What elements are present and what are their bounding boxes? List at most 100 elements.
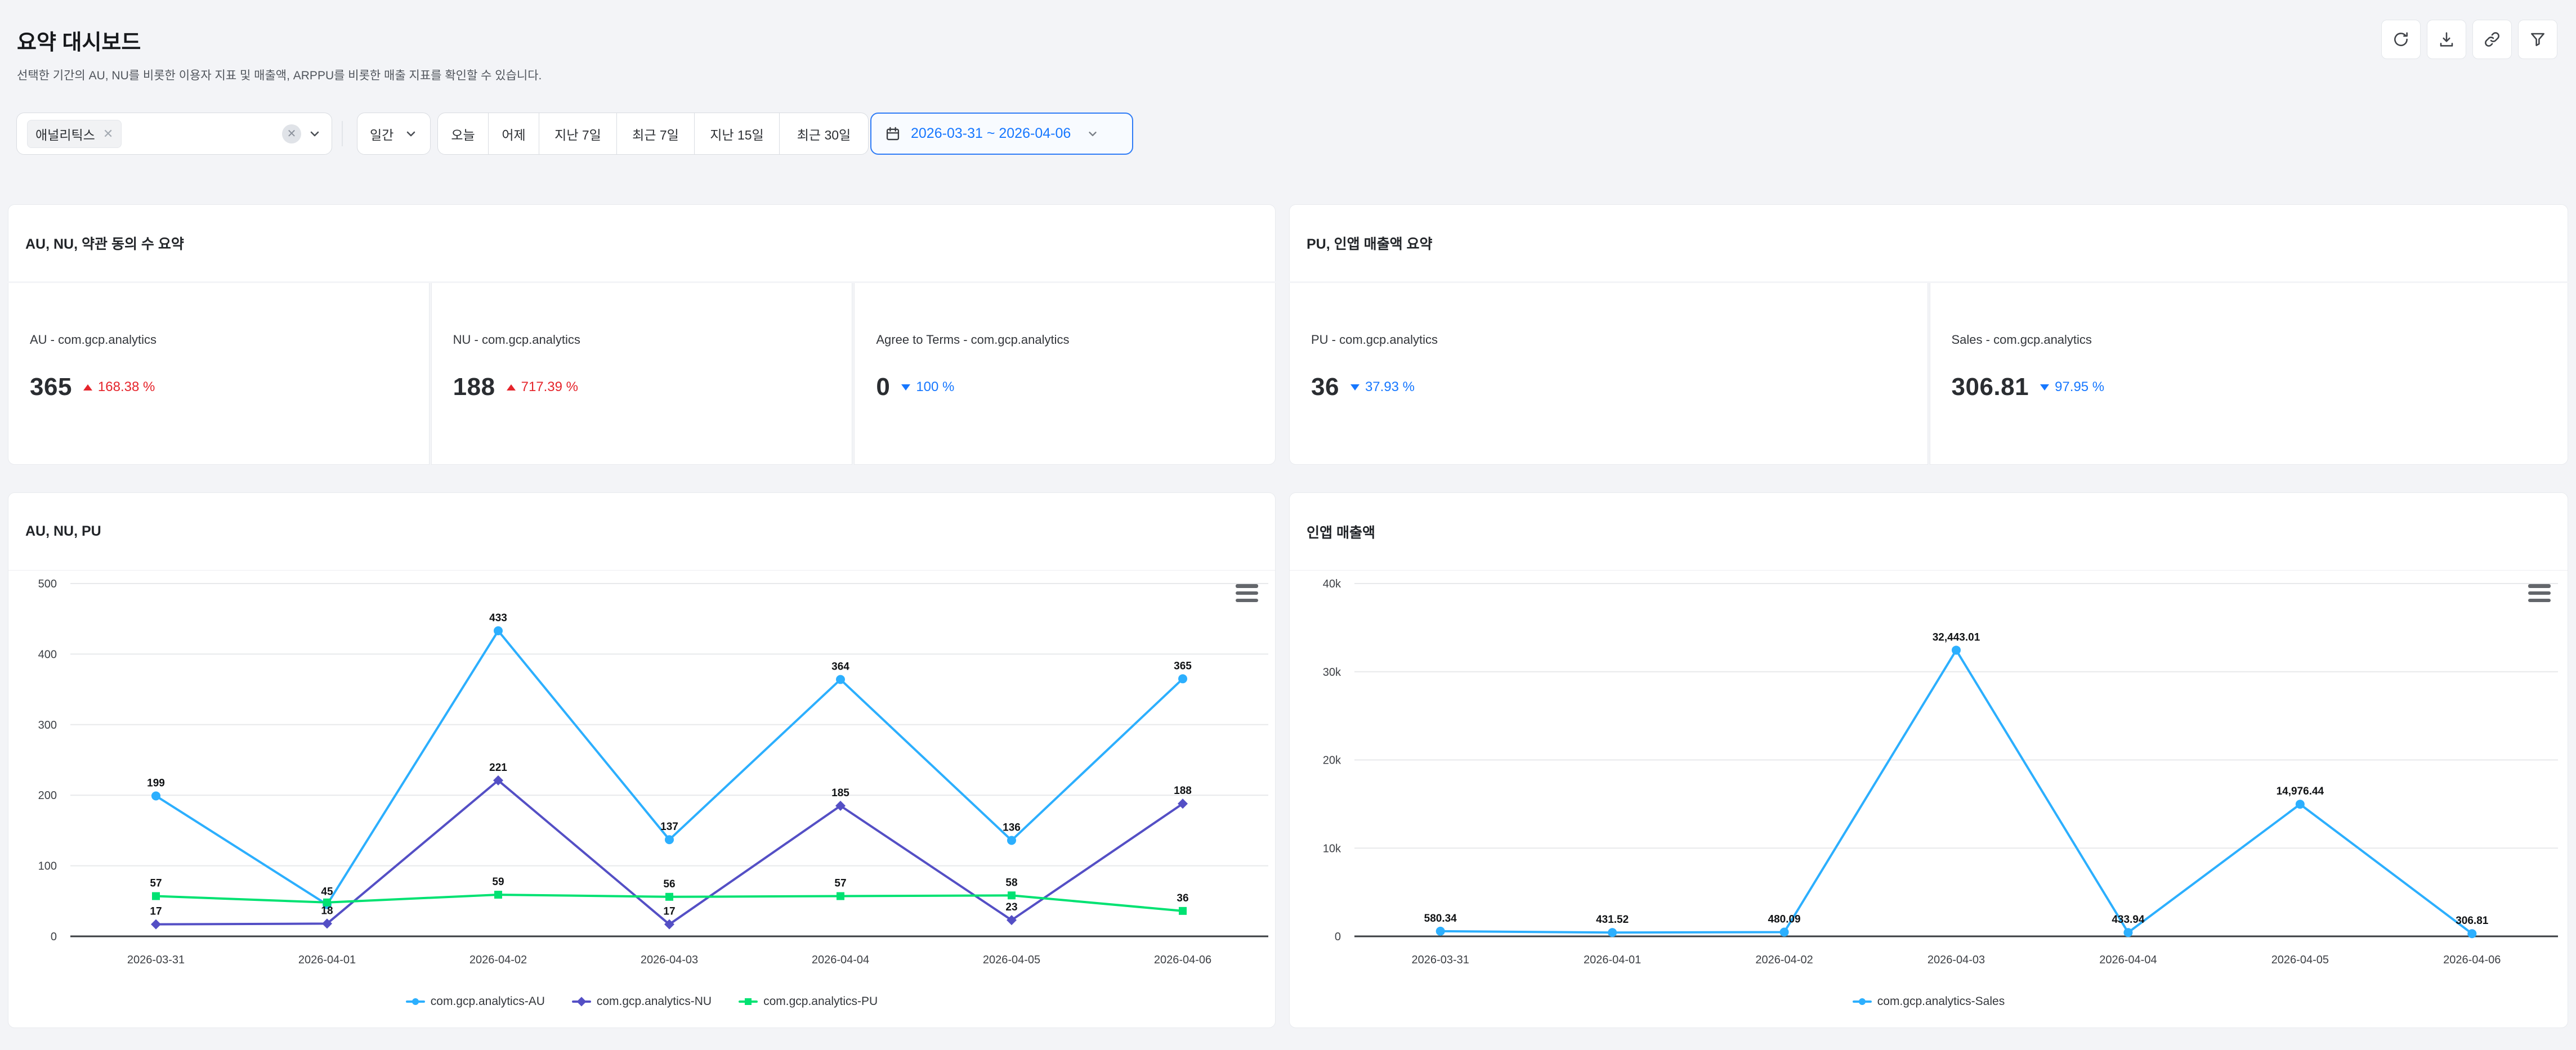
granularity-select[interactable]: 일간 (357, 113, 431, 155)
filter-row: 애널리틱스 ✕ ✕ 일간 오늘어제지난 7일최근 7일지난 15일최근 30일 … (0, 113, 2576, 155)
data-point[interactable] (1436, 927, 1445, 936)
legend-item[interactable]: com.gcp.analytics-AU (406, 995, 545, 1008)
summary-card-label: Agree to Terms - com.gcp.analytics (876, 333, 1254, 347)
data-point[interactable] (665, 835, 674, 844)
summary-card-value: 365 (30, 373, 72, 401)
download-button[interactable] (2427, 20, 2466, 59)
users-summary-panel-title: AU, NU, 약관 동의 수 요약 (8, 204, 1276, 281)
legend-item[interactable]: com.gcp.analytics-PU (739, 995, 878, 1008)
summary-card-label: Sales - com.gcp.analytics (1952, 333, 2547, 347)
x-tick-label: 2026-03-31 (127, 954, 185, 966)
data-point[interactable] (2467, 929, 2476, 938)
date-range-button[interactable]: 2026-03-31 ~ 2026-04-06 (870, 113, 1133, 155)
summary-card-value: 306.81 (1952, 373, 2029, 401)
data-point[interactable] (494, 626, 503, 635)
data-point[interactable] (1179, 907, 1187, 915)
summary-card-delta: 717.39 % (521, 379, 578, 395)
data-point[interactable] (837, 892, 844, 900)
x-tick-label: 2026-04-06 (2443, 954, 2501, 966)
au-nu-pu-chart: 01002003004005002026-03-312026-04-012026… (8, 571, 1275, 1028)
refresh-icon (2392, 30, 2410, 48)
circle-marker-icon (406, 997, 425, 1006)
data-point[interactable] (1608, 928, 1617, 937)
data-point[interactable] (1952, 645, 1961, 654)
summary-card-value: 0 (876, 373, 890, 401)
legend-label: com.gcp.analytics-AU (431, 995, 545, 1008)
remove-tag-icon[interactable]: ✕ (103, 128, 113, 140)
x-tick-label: 2026-04-03 (641, 954, 698, 966)
y-tick-label: 20k (1323, 755, 1341, 767)
y-tick-label: 300 (38, 719, 57, 732)
data-label: 221 (489, 762, 507, 774)
summary-card-value: 188 (453, 373, 495, 401)
app-multiselect[interactable]: 애널리틱스 ✕ ✕ (16, 113, 332, 155)
summary-card-delta: 97.95 % (2055, 379, 2104, 395)
data-point[interactable] (152, 892, 160, 900)
sales-chart: 010k20k30k40k2026-03-312026-04-012026-04… (1290, 571, 2568, 1028)
copy-link-button[interactable] (2472, 20, 2512, 59)
data-label: 580.34 (1424, 913, 1457, 925)
header-actions (2381, 20, 2557, 59)
filter-icon (2529, 30, 2547, 48)
data-label: 17 (663, 906, 675, 918)
data-point[interactable] (151, 919, 161, 930)
quick-range-button-2[interactable]: 어제 (488, 113, 539, 155)
data-label: 431.52 (1596, 914, 1629, 926)
quick-range-group: 오늘어제지난 7일최근 7일지난 15일최근 30일 (437, 113, 869, 155)
circle-marker-icon (1853, 997, 1872, 1006)
data-point[interactable] (323, 899, 331, 907)
quick-range-button-5[interactable]: 지난 15일 (694, 113, 780, 155)
data-label: 58 (1005, 877, 1017, 889)
square-marker-icon (739, 997, 758, 1006)
delta-up-icon (83, 384, 92, 391)
data-label: 433.94 (2112, 914, 2145, 926)
data-label: 17 (150, 906, 162, 918)
x-tick-label: 2026-04-01 (1584, 954, 1641, 966)
y-tick-label: 0 (51, 931, 57, 943)
chevron-down-icon (308, 127, 321, 141)
data-point[interactable] (494, 891, 502, 899)
quick-range-button-3[interactable]: 지난 7일 (539, 113, 617, 155)
hamburger-icon (1236, 584, 1258, 588)
filter-button[interactable] (2518, 20, 2557, 59)
data-label: 14,976.44 (2277, 786, 2324, 797)
legend-item[interactable]: com.gcp.analytics-NU (572, 995, 712, 1008)
data-point[interactable] (2296, 800, 2305, 809)
data-point[interactable] (1780, 927, 1789, 936)
au-nu-pu-chart-legend: com.gcp.analytics-AU com.gcp.analytics-N… (8, 995, 1275, 1008)
delta-down-icon (2040, 384, 2049, 391)
data-point[interactable] (2123, 928, 2132, 937)
data-label: 188 (1174, 785, 1192, 797)
clear-selection-icon[interactable]: ✕ (282, 124, 301, 143)
data-label: 23 (1005, 901, 1017, 913)
data-point[interactable] (1007, 836, 1016, 845)
data-label: 136 (1003, 822, 1021, 833)
data-label: 185 (831, 787, 849, 799)
legend-label: com.gcp.analytics-NU (597, 995, 712, 1008)
data-point[interactable] (836, 675, 845, 684)
data-point[interactable] (665, 893, 673, 901)
hamburger-icon (2528, 584, 2551, 588)
summary-card: AU - com.gcp.analytics 365 168.38 % (8, 283, 430, 465)
revenue-summary-panel: PU, 인앱 매출액 요약 PU - com.gcp.analytics 36 … (1289, 204, 2568, 465)
x-tick-label: 2026-04-01 (298, 954, 356, 966)
delta-down-icon (901, 384, 910, 391)
data-label: 18 (321, 905, 333, 917)
data-label: 306.81 (2456, 915, 2489, 927)
refresh-button[interactable] (2381, 20, 2421, 59)
x-tick-label: 2026-04-05 (2271, 954, 2329, 966)
x-tick-label: 2026-04-03 (1927, 954, 1985, 966)
data-point[interactable] (1008, 891, 1016, 899)
quick-range-button-4[interactable]: 최근 7일 (616, 113, 695, 155)
data-label: 137 (660, 821, 678, 833)
chart-menu-button[interactable] (2527, 583, 2552, 603)
chart-menu-button[interactable] (1235, 583, 1259, 603)
legend-item[interactable]: com.gcp.analytics-Sales (1853, 995, 2005, 1008)
data-point[interactable] (1178, 674, 1187, 683)
users-summary-panel: AU, NU, 약관 동의 수 요약 AU - com.gcp.analytic… (8, 204, 1276, 465)
data-point[interactable] (151, 791, 160, 800)
quick-range-button-6[interactable]: 최근 30일 (779, 113, 869, 155)
quick-range-button-1[interactable]: 오늘 (437, 113, 489, 155)
granularity-value: 일간 (370, 124, 393, 143)
summary-card-label: NU - com.gcp.analytics (453, 333, 831, 347)
